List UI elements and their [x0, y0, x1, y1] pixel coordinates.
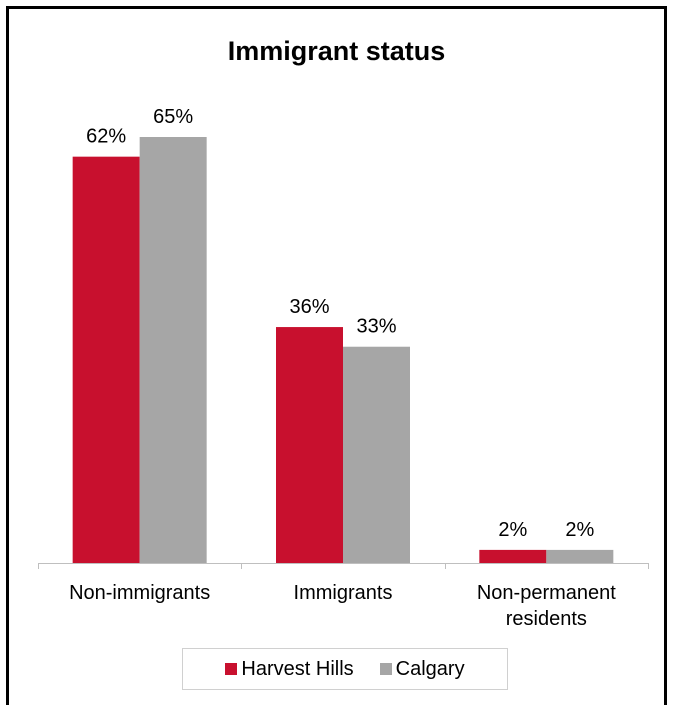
legend-swatch-calgary: [379, 663, 392, 675]
legend-label-calgary: Calgary: [395, 657, 465, 680]
bar-calgary-non-immigrants: [139, 137, 207, 563]
bar-harvest-hills-immigrants: [276, 327, 343, 563]
legend-swatch-harvest-hills: [225, 663, 238, 675]
bar-calgary-non-permanent-residents: [546, 549, 614, 563]
x-tick-label-non-immigrants: Non-immigrants: [69, 582, 210, 604]
data-label-calgary-non-immigrants: 65%: [153, 106, 193, 128]
legend-item-calgary: Calgary: [379, 657, 465, 681]
legend-label-harvest-hills: Harvest Hills: [241, 657, 354, 680]
x-tick-label-non-permanent-residents: Non-permanent residents: [477, 582, 616, 630]
chart-title: Immigrant status: [227, 36, 446, 66]
x-tick-label-line: Immigrants: [294, 582, 393, 604]
data-label-calgary-non-permanent-residents: 2%: [565, 519, 594, 541]
x-tick-label-immigrants: Immigrants: [294, 582, 393, 604]
legend-item-harvest-hills: Harvest Hills: [225, 657, 354, 681]
x-tick-label-line: Non-immigrants: [69, 582, 210, 604]
bar-harvest-hills-non-immigrants: [72, 156, 140, 563]
data-label-harvest-hills-immigrants: 36%: [289, 296, 329, 318]
bar-harvest-hills-non-permanent-residents: [479, 549, 547, 563]
x-tick-label-line: Non-permanent: [477, 582, 616, 604]
bar-calgary-immigrants: [343, 346, 410, 563]
data-label-harvest-hills-non-immigrants: 62%: [86, 126, 126, 148]
data-label-harvest-hills-non-permanent-residents: 2%: [498, 519, 527, 541]
x-tick-label-line: residents: [506, 608, 587, 630]
chart-legend: Harvest Hills Calgary: [182, 648, 508, 690]
data-label-calgary-immigrants: 33%: [356, 316, 396, 338]
